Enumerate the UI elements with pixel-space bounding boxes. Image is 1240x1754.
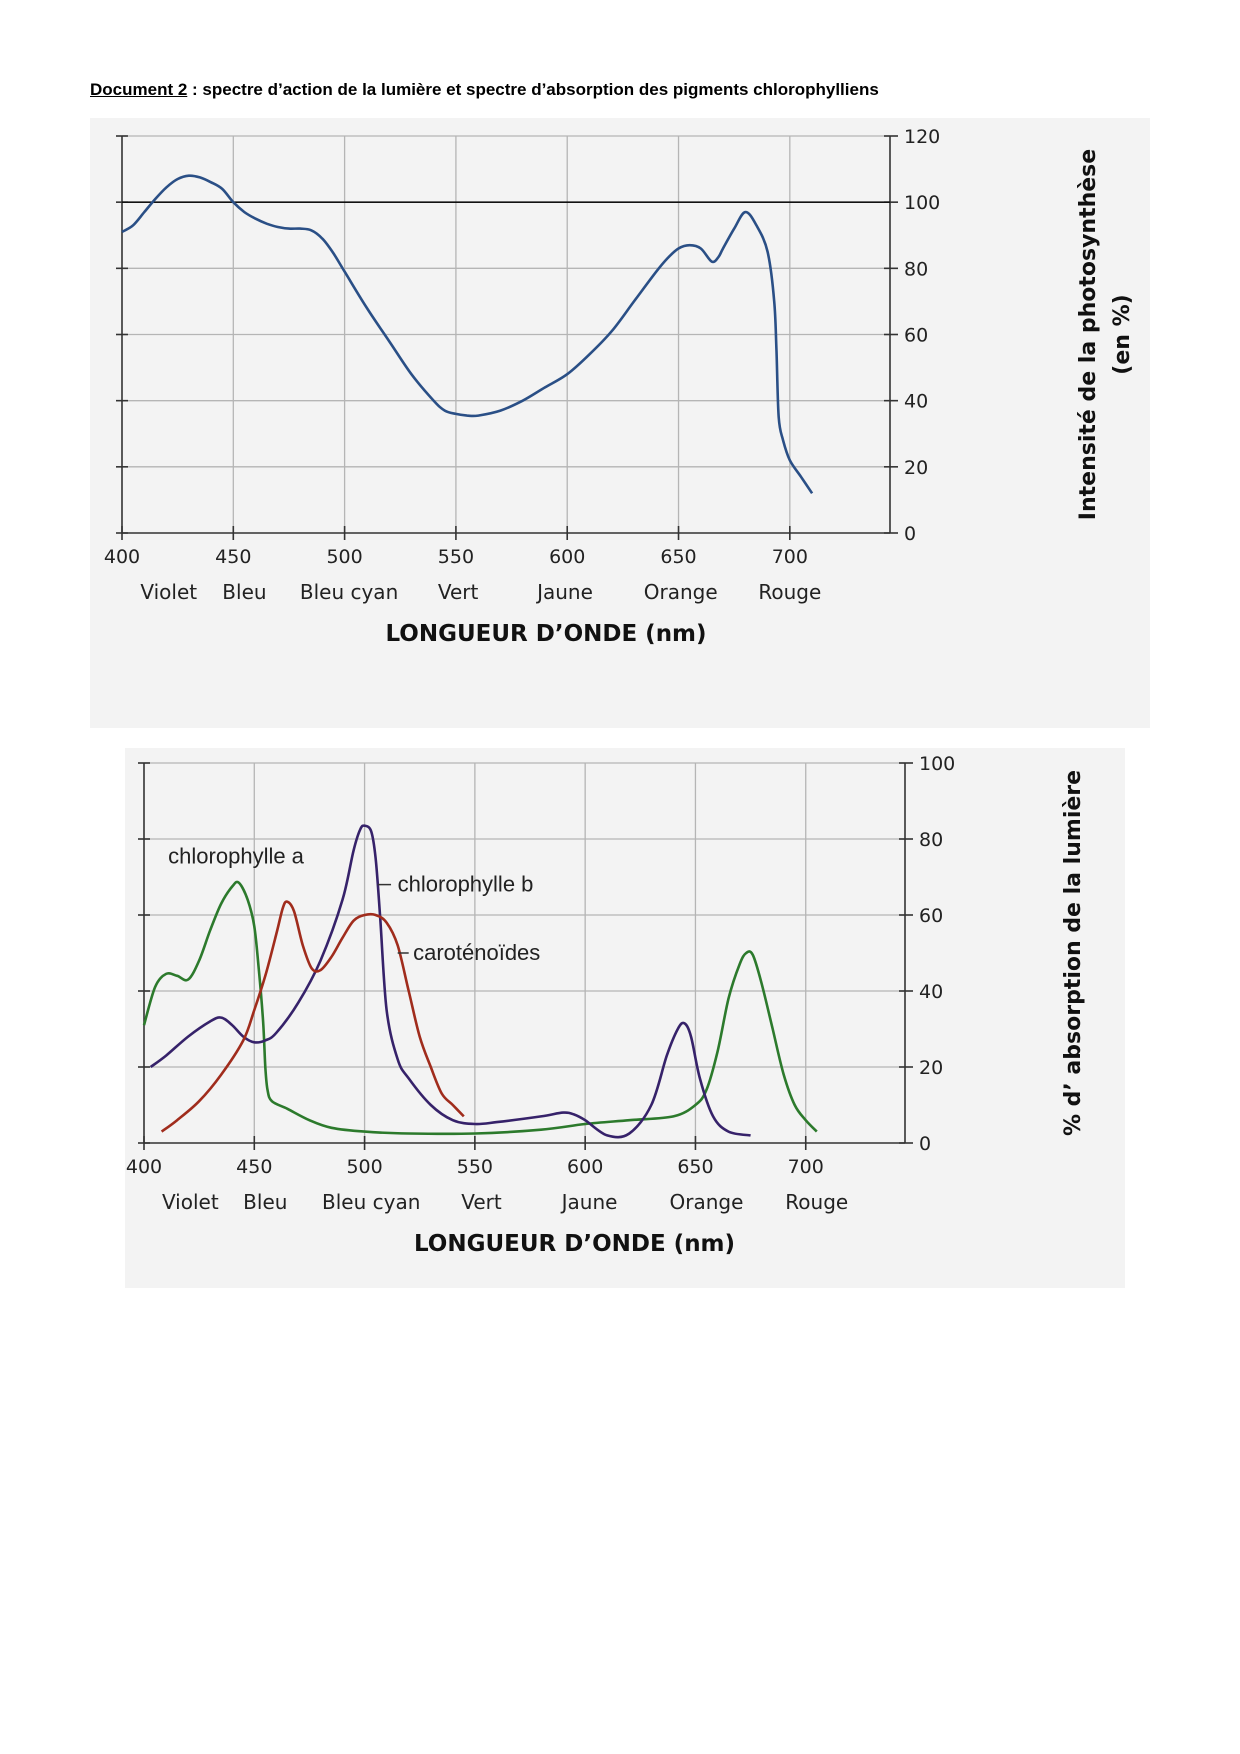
y-tick-label: 60 <box>904 325 928 347</box>
action-spectrum-chart: 400 450 500 550 600 650 700 0 20 40 60 80 100 120 Viol… <box>90 118 1150 728</box>
y-tick-label: 80 <box>919 829 943 851</box>
band-label-orange: Orange <box>644 580 718 604</box>
band-label-violet: Violet <box>162 1190 219 1214</box>
y-tick-label: 20 <box>919 1057 943 1079</box>
x-tick-label: 500 <box>326 546 362 568</box>
document-number: Document 2 <box>90 80 188 99</box>
title-separator: : <box>187 80 203 99</box>
series-line-chlorophylle-a <box>142 880 818 1136</box>
band-label-bleu-cyan: Bleu cyan <box>300 580 398 604</box>
band-label-orange: Orange <box>670 1190 744 1214</box>
band-label-bleu: Bleu <box>243 1190 287 1214</box>
band-label-jaune: Jaune <box>535 580 593 604</box>
band-label-bleu: Bleu <box>222 580 266 604</box>
y-axis-label: (en %) <box>1110 294 1135 374</box>
x-axis-label: LONGUEUR D’ONDE (nm) <box>414 1231 735 1257</box>
y-tick-label: 40 <box>919 981 943 1003</box>
x-tick-label: 550 <box>438 546 474 568</box>
x-tick-label: 650 <box>660 546 696 568</box>
y-tick-label: 20 <box>904 457 928 479</box>
series-line-intensit-de-la-photosynth-se <box>121 174 814 495</box>
band-label-rouge: Rouge <box>758 580 821 604</box>
series-line-chlorophylle-b <box>149 824 751 1139</box>
x-tick-label: 400 <box>104 546 140 568</box>
x-tick-label: 450 <box>236 1156 272 1178</box>
y-tick-label: 60 <box>919 905 943 927</box>
x-tick-label: 400 <box>126 1156 162 1178</box>
x-tick-label: 600 <box>567 1156 603 1178</box>
x-tick-label: 450 <box>215 546 251 568</box>
y-tick-label: 100 <box>904 192 940 214</box>
x-tick-label: 600 <box>549 546 585 568</box>
document-title-text: spectre d’action de la lumière et spectr… <box>202 80 879 99</box>
action-spectrum-svg: 400 450 500 550 600 650 700 0 20 40 60 80 100 120 Viol… <box>104 126 1135 647</box>
band-label-vert: Vert <box>461 1190 502 1214</box>
y-tick-label: 0 <box>904 523 916 545</box>
x-tick-label: 500 <box>346 1156 382 1178</box>
document-title: Document 2 : spectre d’action de la lumi… <box>90 80 879 100</box>
y-tick-label: 0 <box>919 1133 931 1155</box>
band-label-rouge: Rouge <box>785 1190 848 1214</box>
x-tick-label: 650 <box>677 1156 713 1178</box>
annotation-chlorophylle-b: chlorophylle b <box>398 872 534 897</box>
x-tick-label: 700 <box>772 546 808 568</box>
band-label-jaune: Jaune <box>560 1190 618 1214</box>
absorption-spectrum-svg: 400 450 500 550 600 650 700 0 20 40 60 80 100 Violet B… <box>126 753 1086 1257</box>
x-tick-label: 700 <box>788 1156 824 1178</box>
y-tick-label: 120 <box>904 126 940 148</box>
absorption-spectrum-chart: 400 450 500 550 600 650 700 0 20 40 60 80 100 Violet B… <box>125 748 1125 1288</box>
x-tick-label: 550 <box>457 1156 493 1178</box>
band-label-vert: Vert <box>438 580 479 604</box>
y-axis-label: Intensité de la photosynthèse <box>1076 149 1101 520</box>
y-tick-label: 80 <box>904 258 928 280</box>
y-axis-label: % d’ absorption de la lumière <box>1061 770 1086 1136</box>
x-axis-label: LONGUEUR D’ONDE (nm) <box>385 621 706 647</box>
y-tick-label: 40 <box>904 391 928 413</box>
annotation-carotenoides: caroténoïdes <box>413 940 540 965</box>
y-tick-label: 100 <box>919 753 955 775</box>
series-line-carot-no-des <box>160 900 465 1133</box>
band-label-bleu-cyan: Bleu cyan <box>322 1190 420 1214</box>
band-label-violet: Violet <box>140 580 197 604</box>
annotation-chlorophylle-a: chlorophylle a <box>168 844 305 869</box>
